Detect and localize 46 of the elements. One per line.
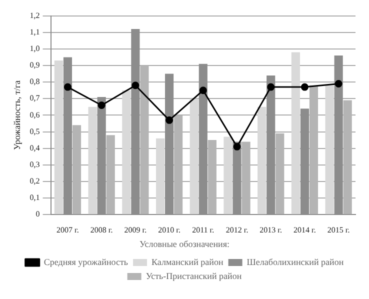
bar bbox=[122, 90, 131, 214]
y-tick-label: 1,0 bbox=[30, 44, 40, 54]
y-tick-label: 0,2 bbox=[30, 176, 40, 186]
bar bbox=[88, 106, 97, 214]
x-tick-label: 2013 г. bbox=[260, 225, 282, 234]
x-tick-label: 2014 г. bbox=[294, 225, 316, 234]
point bbox=[334, 80, 342, 88]
y-tick-label: 0,7 bbox=[30, 94, 40, 103]
x-tick-label: 2010 г. bbox=[158, 225, 180, 234]
bar bbox=[291, 52, 300, 214]
x-tick-label: 2015 г. bbox=[327, 225, 350, 234]
bar bbox=[325, 85, 334, 214]
point bbox=[199, 86, 207, 94]
legend-label: Шелаболихинский район bbox=[246, 256, 344, 267]
legend-label: Средняя урожайность bbox=[44, 256, 128, 267]
x-tick-label: 2011 г. bbox=[192, 225, 214, 234]
y-tick-label: 1,1 bbox=[30, 27, 40, 36]
bar bbox=[156, 138, 165, 214]
y-tick-label: 0,1 bbox=[30, 193, 40, 202]
y-tick-label: 1,2 bbox=[30, 10, 40, 20]
y-tick-label: 0,6 bbox=[30, 110, 40, 120]
y-tick-label: 0,3 bbox=[30, 160, 40, 169]
legend-title: Условные обозначения: bbox=[139, 239, 230, 250]
x-tick-label: 2008 г. bbox=[90, 225, 113, 234]
x-tick-label: 2007 г. bbox=[56, 225, 79, 234]
bar bbox=[258, 106, 266, 214]
bar bbox=[190, 98, 198, 214]
y-tick-label: 0 bbox=[36, 210, 40, 219]
legend-label: Калманский район bbox=[152, 256, 224, 267]
y-tick-label: 0,9 bbox=[30, 60, 40, 70]
legend-label: Усть-Пристанский район bbox=[146, 270, 242, 281]
x-tick-label: 2009 г. bbox=[124, 225, 147, 234]
point bbox=[98, 102, 106, 110]
point bbox=[300, 83, 308, 91]
point bbox=[132, 82, 140, 90]
bar bbox=[54, 60, 63, 214]
y-axis-title: Урожайность, т/га bbox=[12, 80, 22, 150]
y-tick-label: 0,8 bbox=[30, 77, 40, 86]
point bbox=[267, 83, 275, 91]
bar bbox=[224, 136, 232, 214]
y-tick-label: 0,4 bbox=[30, 143, 40, 152]
point bbox=[64, 83, 72, 91]
point bbox=[166, 116, 174, 124]
point bbox=[233, 142, 241, 150]
x-tick-label: 2012 г. bbox=[226, 225, 248, 234]
y-tick-label: 0,5 bbox=[30, 126, 40, 136]
